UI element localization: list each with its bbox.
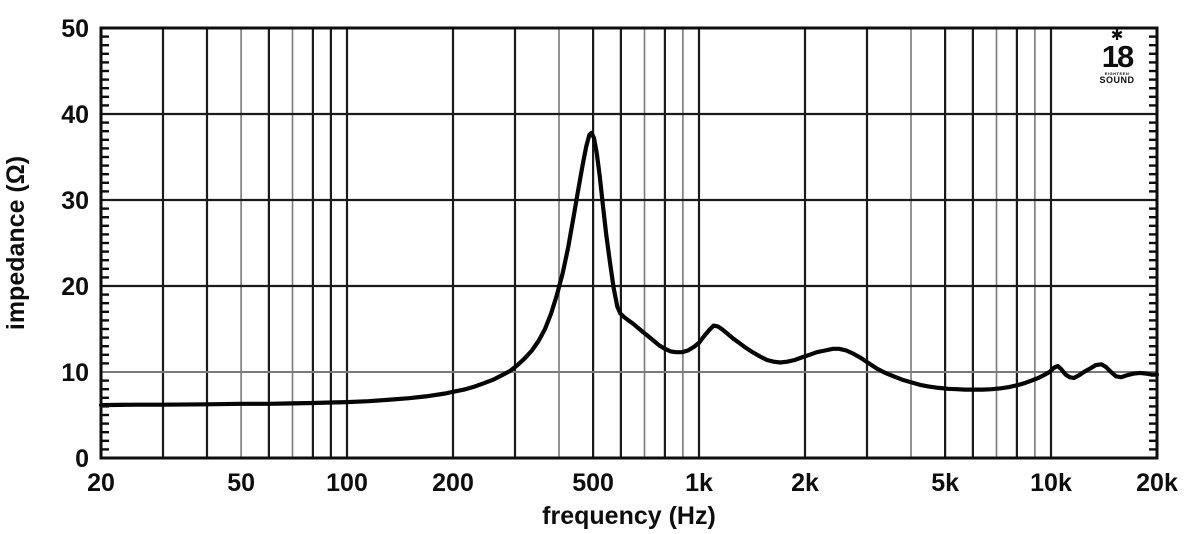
logo-star-icon: ✱ bbox=[1110, 27, 1124, 44]
x-tick-label-20: 20 bbox=[87, 469, 115, 497]
x-tick-labels: 20 50 100 200 500 1k 2k 5k 10k 20k bbox=[87, 469, 1178, 497]
eighteen-sound-logo: ✱ 18 EIGHTEEN SOUND bbox=[1091, 28, 1143, 85]
x-tick-label-200: 200 bbox=[432, 469, 474, 497]
x-axis-title: frequency (Hz) bbox=[542, 502, 716, 530]
x-tick-label-2k: 2k bbox=[791, 469, 819, 497]
x-tick-label-50: 50 bbox=[227, 469, 255, 497]
gridlines bbox=[101, 28, 1157, 458]
y-tick-label-20: 20 bbox=[61, 273, 89, 301]
x-tick-label-500: 500 bbox=[572, 469, 614, 497]
logo-number: 18 bbox=[1101, 39, 1134, 74]
x-tick-label-20k: 20k bbox=[1136, 469, 1178, 497]
y-tick-label-40: 40 bbox=[61, 101, 89, 129]
y-axis-title: impedance (Ω) bbox=[2, 156, 30, 330]
x-tick-label-5k: 5k bbox=[931, 469, 959, 497]
impedance-curve bbox=[98, 130, 1160, 408]
y-tick-label-10: 10 bbox=[61, 359, 89, 387]
x-tick-label-10k: 10k bbox=[1030, 469, 1072, 497]
y-tick-label-30: 30 bbox=[61, 187, 89, 215]
x-tick-label-1k: 1k bbox=[685, 469, 713, 497]
plot-frame bbox=[99, 26, 1159, 460]
logo-brand-top: EIGHTEEN bbox=[1104, 70, 1130, 76]
y-tick-labels: 0 10 20 30 40 50 bbox=[61, 15, 89, 473]
logo-brand-bottom: SOUND bbox=[1099, 75, 1135, 86]
x-tick-label-100: 100 bbox=[326, 469, 368, 497]
y-tick-label-50: 50 bbox=[61, 15, 89, 43]
y-tick-label-0: 0 bbox=[75, 445, 89, 473]
